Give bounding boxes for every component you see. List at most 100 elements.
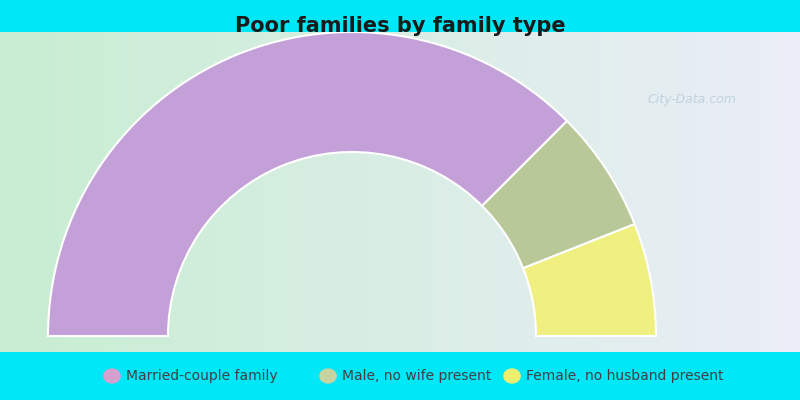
Text: Married-couple family: Married-couple family — [126, 369, 278, 383]
Bar — [236, 32, 240, 352]
Bar — [644, 32, 648, 352]
Bar — [68, 32, 72, 352]
Bar — [792, 32, 796, 352]
Bar — [772, 32, 776, 352]
Bar — [560, 32, 564, 352]
Bar — [216, 32, 220, 352]
Bar — [296, 32, 300, 352]
Ellipse shape — [503, 368, 521, 384]
Bar — [508, 32, 512, 352]
Bar — [672, 32, 676, 352]
Bar — [724, 32, 728, 352]
Bar — [756, 32, 760, 352]
Bar — [336, 32, 340, 352]
Text: Poor families by family type: Poor families by family type — [234, 16, 566, 36]
Bar — [764, 32, 768, 352]
Bar — [228, 32, 232, 352]
Bar — [588, 32, 592, 352]
Bar — [128, 32, 132, 352]
Bar — [584, 32, 588, 352]
Bar — [456, 32, 460, 352]
Bar — [476, 32, 480, 352]
Wedge shape — [482, 121, 634, 268]
Bar — [36, 32, 40, 352]
Bar — [640, 32, 644, 352]
Bar — [272, 32, 276, 352]
Bar — [504, 32, 508, 352]
Bar — [88, 32, 92, 352]
Bar — [208, 32, 212, 352]
Bar — [648, 32, 652, 352]
Bar — [384, 32, 388, 352]
Bar — [760, 32, 764, 352]
Bar — [64, 32, 68, 352]
Bar — [620, 32, 624, 352]
Bar — [40, 32, 44, 352]
Bar — [248, 32, 252, 352]
Bar — [212, 32, 216, 352]
Bar — [796, 32, 800, 352]
Bar — [632, 32, 636, 352]
Bar — [432, 32, 436, 352]
Bar — [448, 32, 452, 352]
Bar — [0, 32, 4, 352]
Bar — [120, 32, 124, 352]
Bar — [96, 32, 100, 352]
Bar — [680, 32, 684, 352]
Text: Male, no wife present: Male, no wife present — [342, 369, 492, 383]
Bar — [536, 32, 540, 352]
Bar — [564, 32, 568, 352]
Bar — [80, 32, 84, 352]
Bar — [380, 32, 384, 352]
Bar — [404, 32, 408, 352]
Bar — [568, 32, 572, 352]
Bar — [252, 32, 256, 352]
Bar — [420, 32, 424, 352]
Bar — [256, 32, 260, 352]
Bar — [204, 32, 208, 352]
Bar — [332, 32, 336, 352]
Bar — [668, 32, 672, 352]
Bar — [164, 32, 168, 352]
Bar — [780, 32, 784, 352]
Bar — [356, 32, 360, 352]
Bar — [292, 32, 296, 352]
Bar — [20, 32, 24, 352]
Bar — [524, 32, 528, 352]
Bar — [364, 32, 368, 352]
Bar — [388, 32, 392, 352]
Bar — [224, 32, 228, 352]
Bar — [56, 32, 60, 352]
Bar — [188, 32, 192, 352]
Bar — [788, 32, 792, 352]
Bar — [576, 32, 580, 352]
Bar — [604, 32, 608, 352]
Bar — [328, 32, 332, 352]
Bar — [176, 32, 180, 352]
Bar — [392, 32, 396, 352]
Bar — [168, 32, 172, 352]
Bar — [520, 32, 524, 352]
Bar — [732, 32, 736, 352]
Bar — [440, 32, 444, 352]
Bar — [316, 32, 320, 352]
Bar — [320, 32, 324, 352]
Ellipse shape — [103, 368, 121, 384]
Bar — [664, 32, 668, 352]
Bar — [144, 32, 148, 352]
Bar — [60, 32, 64, 352]
Bar — [728, 32, 732, 352]
Bar — [192, 32, 196, 352]
Bar — [264, 32, 268, 352]
Bar — [268, 32, 272, 352]
Bar — [624, 32, 628, 352]
Bar — [484, 32, 488, 352]
Bar — [340, 32, 344, 352]
Bar — [308, 32, 312, 352]
Bar — [572, 32, 576, 352]
Bar — [752, 32, 756, 352]
Bar — [112, 32, 116, 352]
Bar — [24, 32, 28, 352]
Bar — [76, 32, 80, 352]
Bar — [376, 32, 380, 352]
